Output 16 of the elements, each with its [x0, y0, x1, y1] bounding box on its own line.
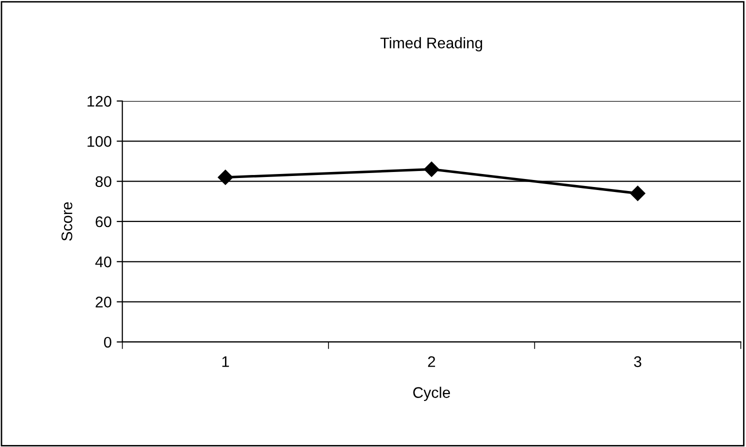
y-tick-label: 20 — [96, 296, 112, 308]
x-tick-label: 2 — [428, 356, 436, 367]
y-tick-label: 80 — [96, 176, 112, 188]
x-tick-label: 1 — [222, 356, 229, 367]
chart-title: Timed Reading — [380, 37, 482, 52]
point — [424, 162, 440, 177]
point — [218, 170, 233, 185]
y-tick-label: 60 — [96, 216, 112, 228]
x-axis-title: Cycle — [413, 386, 450, 401]
y-tick-label: 40 — [95, 256, 112, 268]
y-tick-label: 0 — [104, 336, 112, 348]
point — [630, 186, 646, 201]
y-tick-label: 100 — [88, 136, 112, 147]
y-axis-title: Score — [61, 202, 72, 241]
x-tick-label: 3 — [634, 356, 642, 368]
y-tick-label: 120 — [88, 96, 112, 107]
